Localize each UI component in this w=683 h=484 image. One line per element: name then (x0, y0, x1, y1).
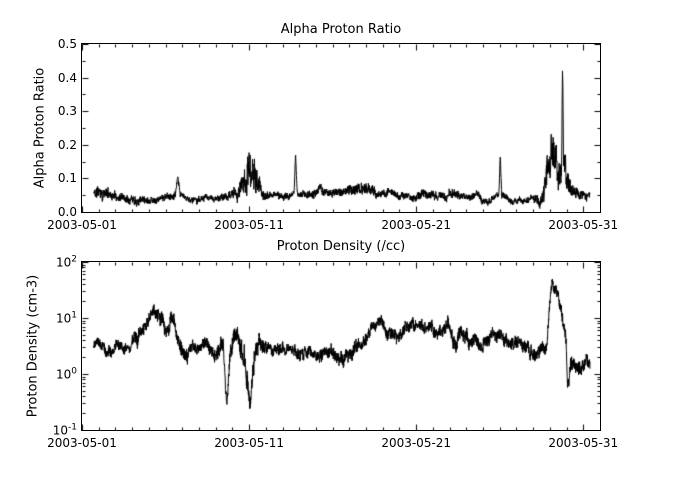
y-tick-label: 0.0 (57, 205, 77, 219)
y-tick-label: 10-1 (52, 422, 77, 438)
x-tick-label: 2003-05-11 (214, 218, 284, 232)
y-tick-label: 0.5 (57, 37, 77, 51)
y-tick-label: 0.2 (57, 137, 77, 152)
alpha-ratio-plot-title: Alpha Proton Ratio (280, 22, 402, 37)
x-tick-label: 2003-05-31 (548, 218, 619, 232)
alpha-ratio-series-canvas (82, 44, 600, 212)
proton-density-plot-title: Proton Density (/cc) (276, 239, 406, 254)
proton-density-series-canvas (82, 262, 600, 430)
y-tick-label: 0.3 (57, 104, 77, 119)
y-tick-label: 100 (55, 366, 77, 382)
proton-density-y-axis-label: Proton Density (cm-3) (25, 274, 41, 418)
y-tick-label: 101 (55, 310, 77, 326)
y-tick-label: 102 (55, 254, 77, 270)
x-tick-label: 2003-05-01 (47, 436, 117, 450)
x-tick-label: 2003-05-01 (47, 218, 117, 232)
x-tick-label: 2003-05-21 (381, 218, 452, 232)
proton-density-plot-area (81, 261, 601, 431)
alpha-ratio-plot-area (81, 43, 601, 213)
x-tick-label: 2003-05-31 (548, 436, 619, 450)
x-tick-label: 2003-05-11 (214, 436, 284, 450)
alpha-ratio-y-axis-label: Alpha Proton Ratio (32, 67, 48, 189)
x-tick-label: 2003-05-21 (381, 436, 452, 450)
y-tick-label: 0.1 (57, 171, 77, 186)
y-tick-label: 0.4 (57, 70, 77, 85)
